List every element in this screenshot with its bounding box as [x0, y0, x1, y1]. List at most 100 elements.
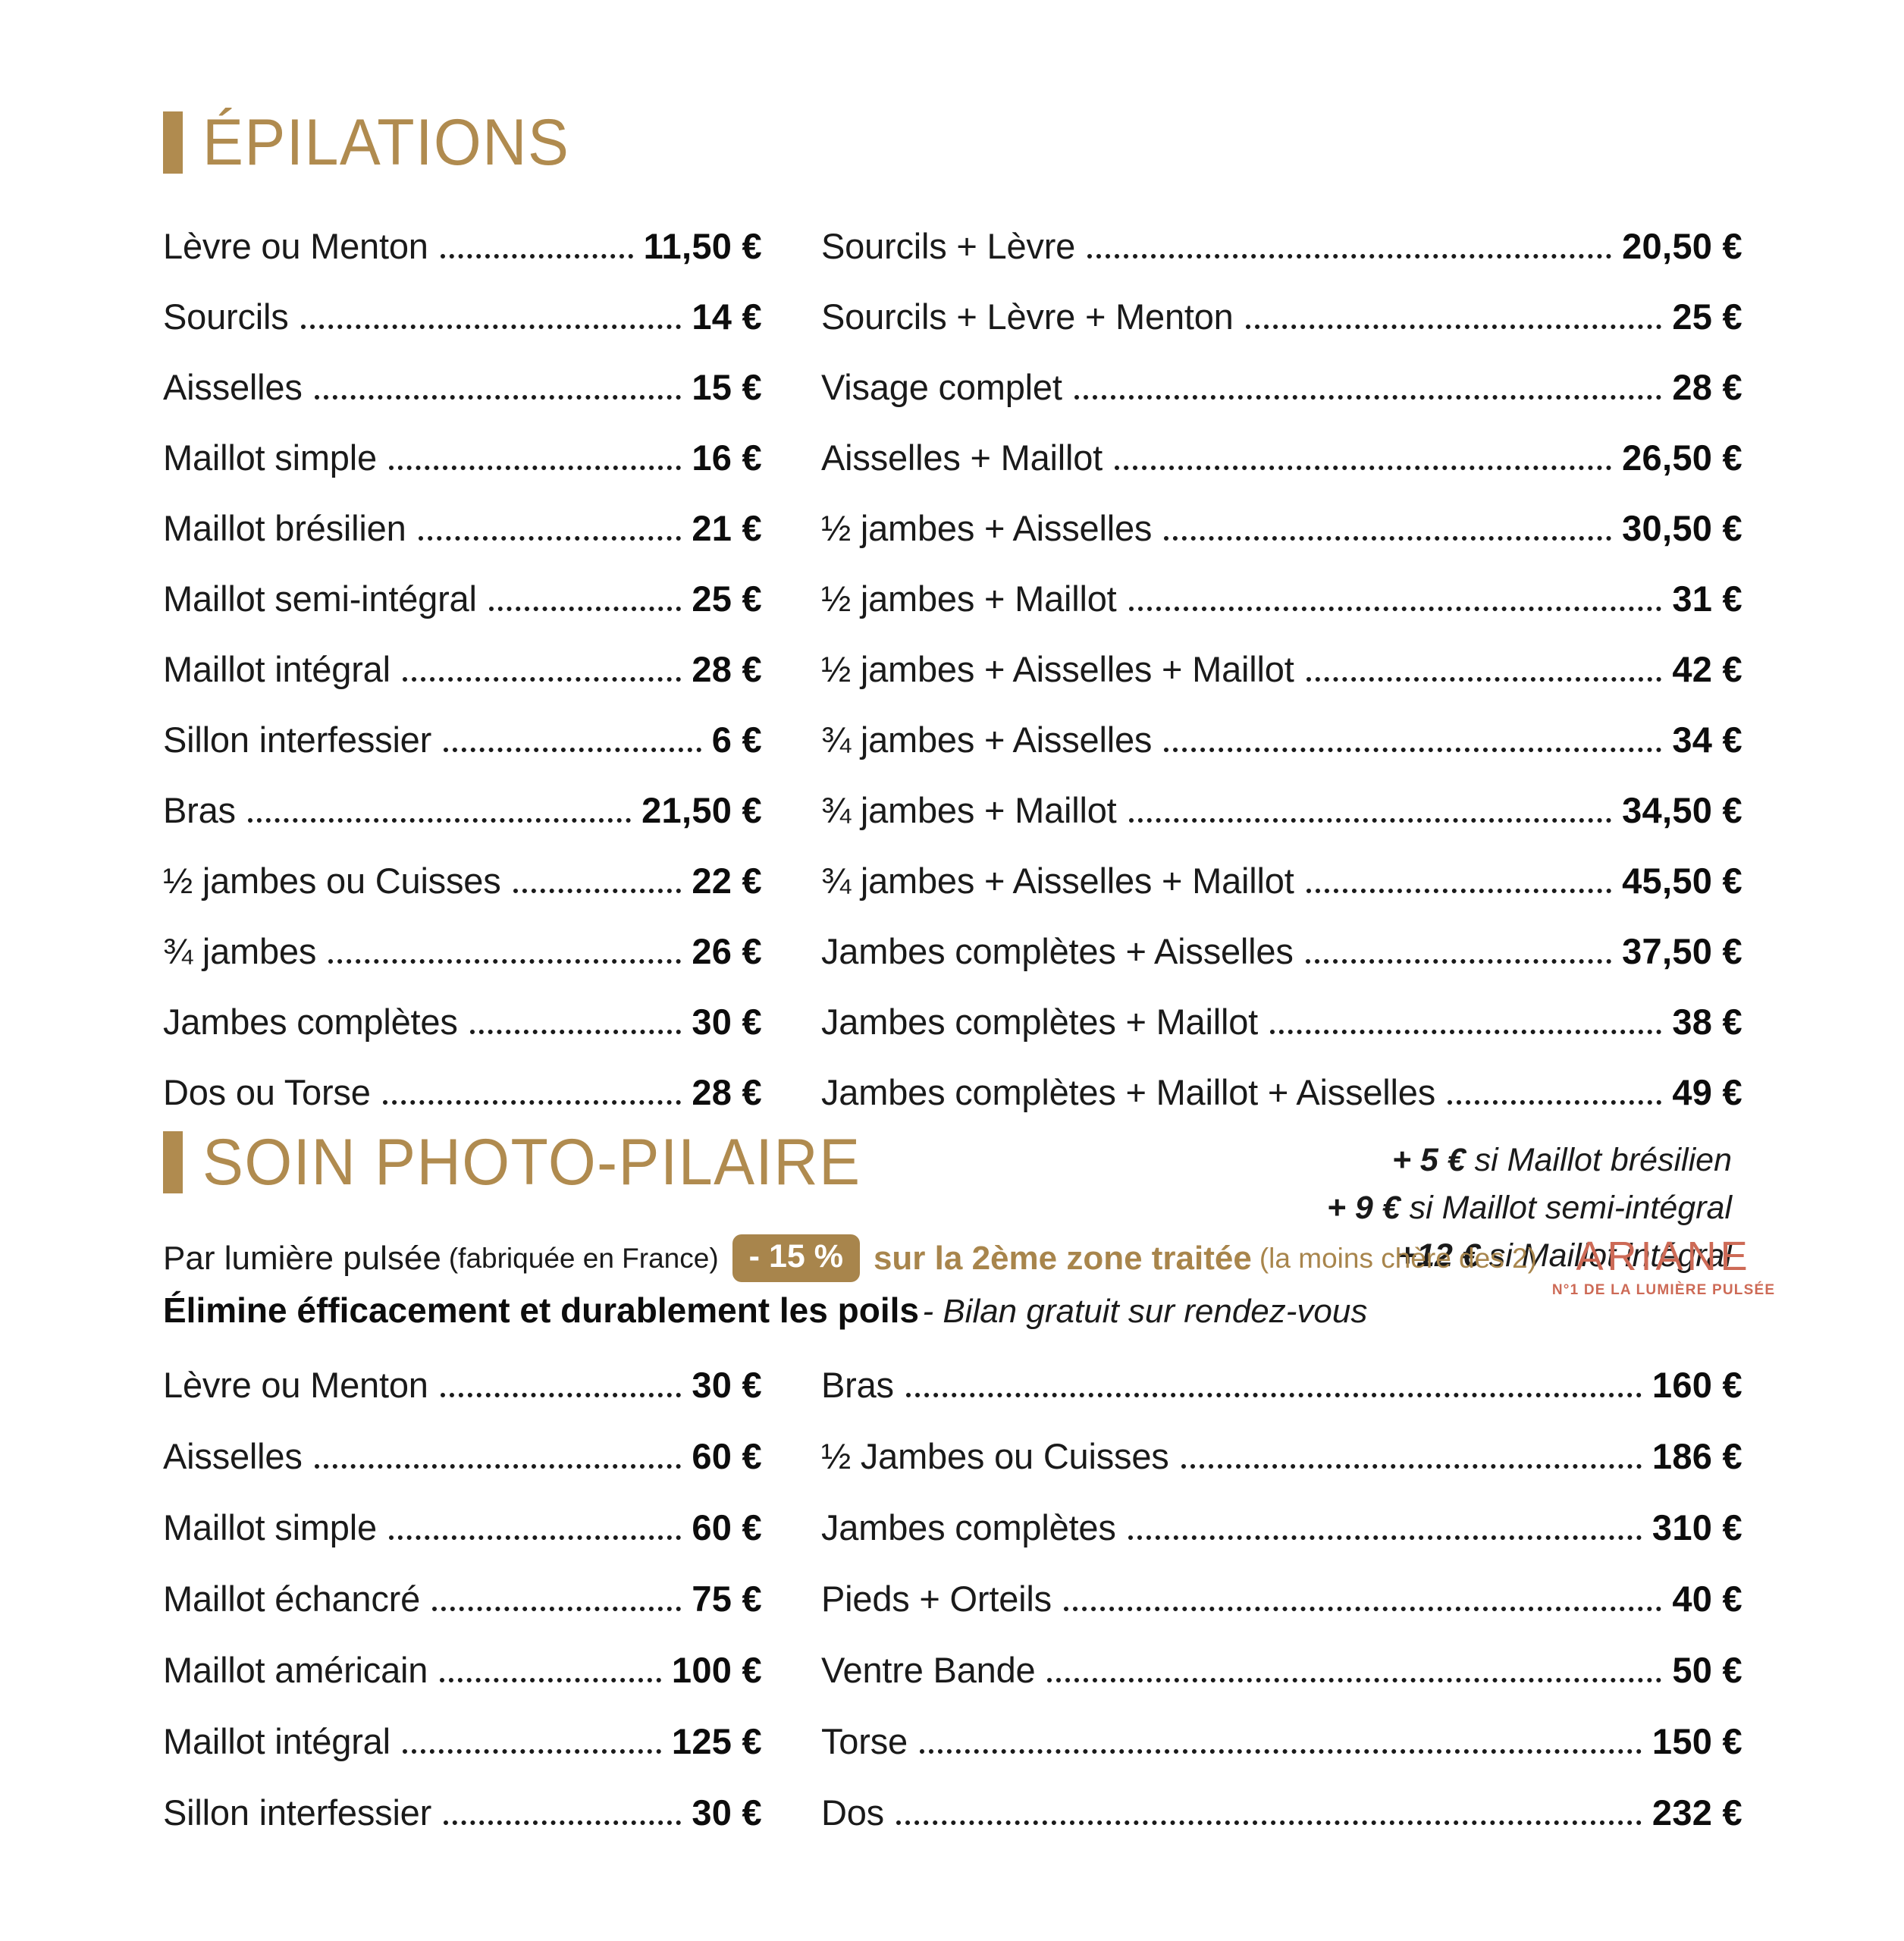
- service-price: 16 €: [692, 437, 762, 478]
- dot-leader: [1128, 818, 1612, 823]
- service-price: 6 €: [711, 720, 762, 760]
- price-row: ¾ jambes + Maillot 34,50 €: [821, 789, 1742, 833]
- price-row: ½ jambes + Maillot 31 €: [821, 578, 1742, 622]
- dot-leader: [314, 1464, 682, 1469]
- dot-leader: [488, 607, 682, 611]
- service-price: 37,50 €: [1622, 931, 1742, 971]
- dot-leader: [1245, 325, 1662, 329]
- dot-leader: [382, 1100, 682, 1105]
- dot-leader: [247, 818, 632, 823]
- section-title: ÉPILATIONS: [202, 106, 570, 179]
- dot-leader: [1074, 395, 1662, 400]
- dot-leader: [432, 1607, 682, 1612]
- price-row: Maillot intégral 28 €: [163, 648, 762, 692]
- dot-leader: [402, 1749, 661, 1754]
- service-label: Aisselles: [163, 1436, 303, 1477]
- dot-leader: [1305, 959, 1612, 964]
- service-price: 60 €: [692, 1507, 762, 1548]
- supplement-amount: + 9 €: [1326, 1190, 1401, 1226]
- price-row: Bras 21,50 €: [163, 789, 762, 833]
- section-heading-epilations: ÉPILATIONS: [163, 110, 1771, 175]
- service-label: Lèvre ou Menton: [163, 226, 428, 266]
- service-label: ¾ jambes + Aisselles: [821, 720, 1153, 760]
- supplement-line: +12 € si Maillot intégral: [821, 1237, 1732, 1275]
- service-price: 60 €: [692, 1436, 762, 1477]
- service-price: 38 €: [1672, 1002, 1742, 1042]
- price-row: Bras 160 €: [821, 1364, 1742, 1408]
- price-row: Maillot brésilien 21 €: [163, 507, 762, 551]
- dot-leader: [896, 1820, 1642, 1826]
- service-label: Visage complet: [821, 367, 1062, 407]
- service-label: ¾ jambes + Maillot: [821, 790, 1117, 830]
- service-price: 30,50 €: [1622, 508, 1742, 548]
- price-row: Maillot intégral 125 €: [163, 1720, 762, 1764]
- epilations-columns: Lèvre ou Menton 11,50 € Sourcils 14 € Ai…: [163, 225, 1771, 1285]
- service-price: 22 €: [692, 861, 762, 901]
- price-row: Dos 232 €: [821, 1792, 1742, 1836]
- service-price: 26,50 €: [1622, 437, 1742, 478]
- dot-leader: [1115, 466, 1612, 470]
- dot-leader: [444, 748, 701, 752]
- price-row: Sourcils + Lèvre + Menton 25 €: [821, 296, 1742, 340]
- dot-leader: [1063, 1607, 1662, 1612]
- service-label: Sillon interfessier: [163, 720, 432, 760]
- band-second-zone: sur la 2ème zone traitée: [873, 1239, 1252, 1277]
- dot-leader: [328, 959, 682, 964]
- section-title: SOIN PHOTO-PILAIRE: [202, 1126, 861, 1199]
- price-row: Jambes complètes + Aisselles 37,50 €: [821, 930, 1742, 974]
- band-second-zone-note: (la moins chère des 2): [1259, 1242, 1537, 1274]
- price-row: ½ jambes + Aisselles 30,50 €: [821, 507, 1742, 551]
- service-label: Maillot semi-intégral: [163, 579, 477, 619]
- service-label: ¾ jambes + Aisselles + Maillot: [821, 861, 1294, 901]
- dot-leader: [1164, 536, 1612, 541]
- service-price: 30 €: [692, 1792, 762, 1833]
- ariane-logo: ARIANE N°1 DE LA LUMIÈRE PULSÉE: [1552, 1234, 1775, 1299]
- service-price: 26 €: [692, 931, 762, 971]
- supplement-amount: +12 €: [1397, 1237, 1480, 1274]
- section-epilations: ÉPILATIONS Lèvre ou Menton 11,50 € Sourc…: [163, 110, 1771, 1285]
- service-price: 75 €: [692, 1579, 762, 1620]
- service-label: Maillot échancré: [163, 1579, 421, 1620]
- service-price: 25 €: [1672, 296, 1742, 337]
- service-label: ½ jambes + Maillot: [821, 579, 1117, 619]
- dot-leader: [1087, 254, 1612, 259]
- service-price: 14 €: [692, 296, 762, 337]
- service-label: Jambes complètes + Maillot: [821, 1002, 1259, 1042]
- service-price: 186 €: [1651, 1436, 1742, 1477]
- service-price: 28 €: [692, 1072, 762, 1112]
- dot-leader: [388, 466, 682, 470]
- service-price: 21,50 €: [641, 790, 762, 830]
- price-row: Maillot échancré 75 €: [163, 1578, 762, 1622]
- dot-leader: [440, 1393, 682, 1398]
- price-row: Visage complet 28 €: [821, 366, 1742, 410]
- dot-leader: [905, 1393, 1642, 1398]
- price-row: ½ Jambes ou Cuisses 186 €: [821, 1435, 1742, 1479]
- epilations-right-column: Sourcils + Lèvre 20,50 € Sourcils + Lèvr…: [821, 225, 1742, 1285]
- service-label: ¾ jambes: [163, 931, 317, 971]
- service-price: 50 €: [1672, 1650, 1742, 1691]
- photo-pilaire-right-column: Bras 160 € ½ Jambes ou Cuisses 186 € Jam…: [821, 1364, 1742, 1863]
- dot-leader: [402, 677, 682, 682]
- band-line-two: Élimine éfficacement et durablement les …: [163, 1290, 1537, 1331]
- service-price: 28 €: [1672, 367, 1742, 407]
- service-price: 150 €: [1651, 1721, 1742, 1762]
- price-row: Sillon interfessier 30 €: [163, 1792, 762, 1836]
- service-price: 20,50 €: [1622, 226, 1742, 266]
- section-soin-photo-pilaire: SOIN PHOTO-PILAIRE Par lumière pulsée (f…: [163, 1126, 1774, 1863]
- price-row: Maillot simple 16 €: [163, 437, 762, 481]
- supplement-line: + 9 € si Maillot semi-intégral: [821, 1190, 1732, 1227]
- service-label: Sourcils + Lèvre: [821, 226, 1076, 266]
- price-row: Maillot américain 100 €: [163, 1649, 762, 1693]
- supplement-text: si Maillot intégral: [1488, 1237, 1732, 1274]
- price-row: Aisselles + Maillot 26,50 €: [821, 437, 1742, 481]
- service-price: 30 €: [692, 1002, 762, 1042]
- service-label: Jambes complètes: [163, 1002, 458, 1042]
- service-label: ½ Jambes ou Cuisses: [821, 1436, 1169, 1477]
- service-price: 310 €: [1651, 1507, 1742, 1548]
- dot-leader: [300, 325, 682, 329]
- supplement-text: si Maillot semi-intégral: [1409, 1190, 1732, 1226]
- service-label: Aisselles + Maillot: [821, 437, 1103, 478]
- dot-leader: [469, 1030, 682, 1034]
- service-label: Maillot intégral: [163, 649, 391, 689]
